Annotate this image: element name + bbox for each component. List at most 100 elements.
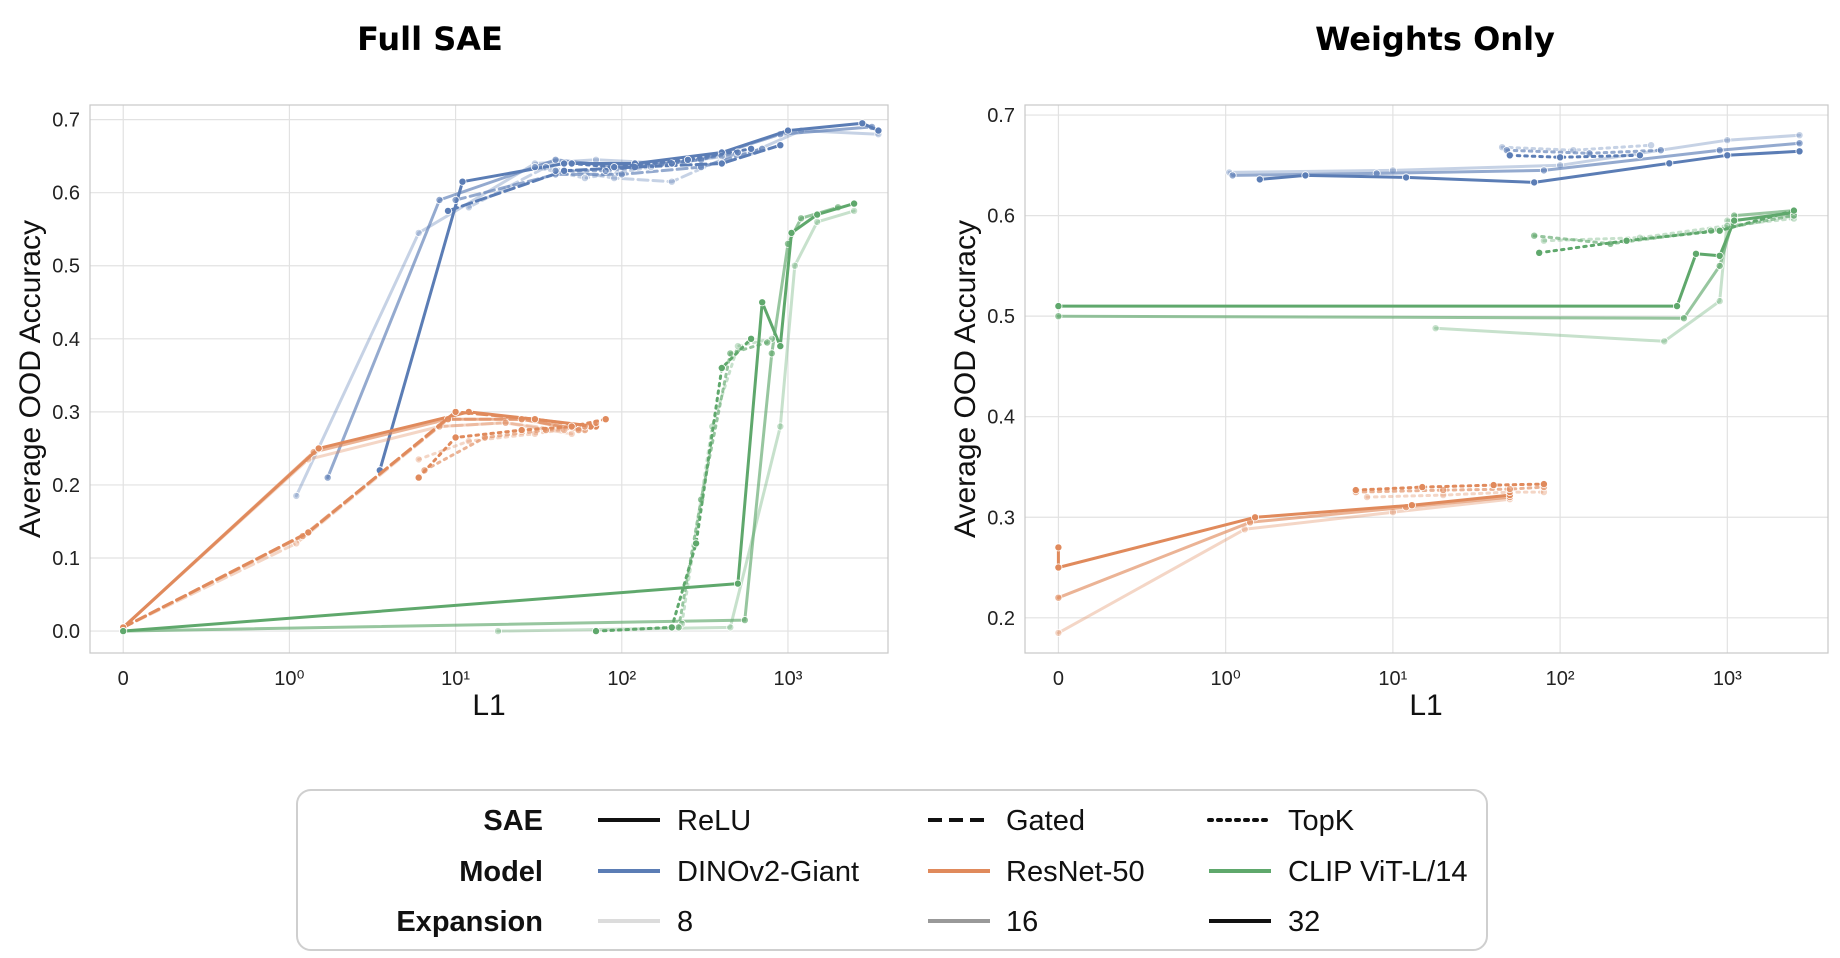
data-point (763, 338, 772, 347)
data-point (850, 206, 859, 215)
data-point (1673, 302, 1682, 311)
series-line (121, 421, 574, 629)
data-point (674, 623, 683, 632)
series-line (121, 417, 581, 629)
data-point (451, 433, 460, 442)
data-point (1054, 563, 1063, 572)
y-tick-label: 0.2 (987, 608, 1015, 630)
data-point (1431, 324, 1440, 333)
data-point (1255, 175, 1264, 184)
series-line (533, 154, 724, 180)
data-point (567, 159, 576, 168)
y-tick-label: 0.5 (987, 306, 1015, 328)
data-point (667, 177, 676, 186)
legend-label-exp8: 8 (677, 906, 693, 938)
chart-title: Full SAE (357, 20, 503, 58)
y-tick-label: 0.6 (987, 206, 1015, 228)
data-point (758, 298, 767, 307)
data-point (1530, 178, 1539, 187)
series-line (1056, 211, 1796, 308)
data-point (530, 163, 539, 172)
panel-full-sae: Full SAE 0 10⁰ 10¹ 10² 10³ 0.0 0.1 0.2 0.3 0.4 0.5… (14, 20, 889, 722)
series-line (121, 205, 840, 633)
data-point (1054, 628, 1063, 637)
legend-label-relu: ReLU (677, 805, 751, 837)
data-point (767, 349, 776, 358)
series-line (1354, 482, 1546, 492)
x-tick-label: 0 (1053, 668, 1064, 690)
data-point (813, 210, 822, 219)
data-point (747, 334, 756, 343)
data-point (1660, 337, 1669, 346)
legend-label-topk: TopK (1288, 805, 1355, 837)
data-point (601, 415, 610, 424)
data-point (1439, 486, 1448, 495)
data-point (790, 261, 799, 270)
series-line (121, 410, 598, 629)
data-point (1251, 513, 1260, 522)
data-point (1789, 206, 1798, 215)
data-point (874, 126, 883, 135)
data-point (517, 426, 526, 435)
data-point (787, 228, 796, 237)
data-point (292, 491, 301, 500)
legend: SAE Model Expansion ReLU Gated TopK DINO… (296, 789, 1488, 951)
data-point (1795, 131, 1804, 140)
data-point (567, 429, 576, 438)
data-point (1692, 249, 1701, 258)
data-point (1679, 314, 1688, 323)
data-point (850, 199, 859, 208)
data-point (592, 627, 601, 636)
x-tick-label: 10⁰ (1211, 668, 1241, 690)
y-tick-label: 0.5 (52, 256, 80, 278)
series-line (1056, 209, 1796, 320)
series-line (121, 417, 587, 629)
y-tick-label: 0.2 (52, 475, 80, 497)
data-point (1054, 593, 1063, 602)
chart-title: Weights Only (1315, 20, 1555, 58)
data-point (797, 214, 806, 223)
y-tick-label: 0.3 (987, 507, 1015, 529)
data-point (414, 473, 423, 482)
data-point (1585, 149, 1594, 158)
data-point (1505, 485, 1514, 494)
data-point (574, 426, 583, 435)
data-point (458, 177, 467, 186)
data-point (683, 155, 692, 164)
series-line (1354, 485, 1546, 494)
y-tick-label: 0.6 (52, 183, 80, 205)
series-line (554, 151, 740, 173)
x-tick-label: 10² (1546, 668, 1575, 690)
data-point (1715, 297, 1724, 306)
legend-label-exp16: 16 (1006, 906, 1038, 938)
legend-label-clip: CLIP ViT-L/14 (1288, 856, 1467, 888)
data-point (1054, 312, 1063, 321)
data-point (414, 455, 423, 464)
data-point (784, 126, 793, 135)
series-line (594, 337, 753, 633)
data-point (726, 623, 735, 632)
plot-area (1024, 104, 1829, 654)
data-point (435, 195, 444, 204)
series-line (677, 341, 769, 629)
data-point (1535, 248, 1544, 257)
series-line (378, 121, 880, 472)
legend-header-model: Model (459, 856, 543, 888)
data-point (1665, 159, 1674, 168)
legend-label-dinov2: DINOv2-Giant (677, 856, 859, 888)
series-line (1508, 153, 1642, 159)
data-point (1647, 141, 1656, 150)
data-point (617, 170, 626, 179)
data-point (560, 159, 569, 168)
data-point (1505, 151, 1514, 160)
data-point (1489, 481, 1498, 490)
data-point (1054, 543, 1063, 552)
y-tick-label: 0.4 (52, 329, 80, 351)
x-tick-label: 0 (118, 668, 129, 690)
panel-weights-only: Weights Only 0 10⁰ 10¹ 10² 10³ 0.2 0.3 0.4 0.5 0.… (949, 20, 1829, 722)
x-axis-label: L1 (1409, 689, 1442, 722)
x-tick-label: 10³ (1713, 668, 1742, 690)
data-point (119, 627, 128, 636)
data-point (813, 217, 822, 226)
data-point (1635, 151, 1644, 160)
